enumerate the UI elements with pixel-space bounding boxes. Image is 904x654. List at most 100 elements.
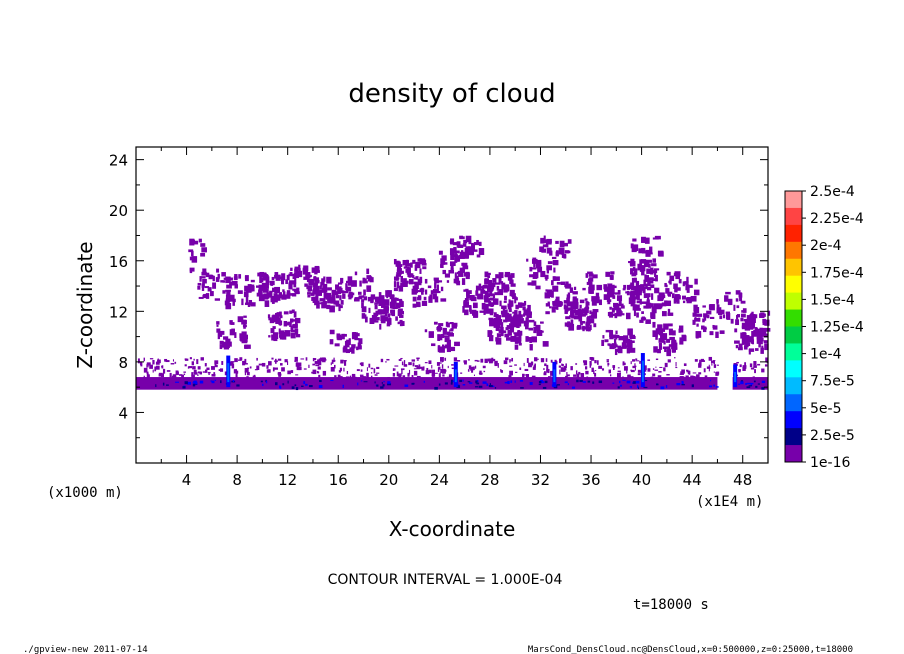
cloud-cell: [318, 360, 322, 366]
cloud-cell: [431, 365, 433, 369]
cloud-cell: [533, 326, 537, 334]
cloud-cell: [503, 288, 508, 293]
cloud-cell: [528, 363, 532, 367]
cloud-cell: [713, 360, 716, 365]
cloud-cell: [545, 276, 548, 281]
cloud-cell: [591, 367, 594, 372]
cloud-cell: [483, 295, 488, 300]
cloud-cell: [393, 258, 397, 265]
cloud-cell: [584, 298, 588, 301]
cloud-cell: [594, 372, 597, 377]
cloud-cell: [312, 289, 316, 295]
cloud-cell: [463, 289, 467, 292]
cloud-cell: [575, 370, 578, 375]
cloud-cell: [314, 296, 319, 302]
cloud-cell: [387, 313, 391, 318]
cloud-cell: [250, 279, 255, 283]
cloud-cell: [749, 363, 753, 368]
cloud-cell-dense: [681, 383, 685, 386]
cloud-cell: [613, 367, 615, 370]
cloud-cell: [550, 370, 553, 376]
cloud-cell: [645, 275, 650, 282]
cloud-cell: [377, 309, 382, 315]
cloud-cell: [309, 285, 313, 292]
cloud-cell: [753, 329, 759, 337]
cloud-cell: [573, 315, 580, 320]
cloud-cell: [558, 365, 561, 368]
y-tick-label-4: 4: [118, 404, 128, 422]
cloud-cell: [424, 289, 428, 295]
cloud-cell: [527, 304, 531, 312]
cloud-cell-dense: [494, 387, 497, 389]
cloud-cell: [329, 305, 335, 313]
cloud-cell: [189, 238, 195, 246]
cloud-cell: [477, 293, 484, 300]
cloud-cell: [576, 373, 580, 379]
cloud-cell: [379, 295, 385, 302]
cloud-cell: [719, 330, 725, 334]
cloud-cell: [641, 250, 647, 254]
cloud-cell: [400, 270, 404, 274]
cloud-cell: [565, 307, 572, 311]
cloud-cell: [466, 290, 472, 294]
cloud-cell: [513, 332, 519, 335]
cloud-cell: [313, 276, 317, 281]
cloud-cell: [405, 268, 411, 273]
cloud-cell: [562, 242, 568, 247]
cloud-cell: [674, 357, 676, 359]
cloud-cell: [489, 318, 495, 324]
cloud-cell: [733, 304, 736, 311]
cloud-cell: [584, 366, 588, 370]
cloud-cell: [730, 318, 734, 324]
cloud-cell: [389, 301, 394, 306]
cloud-cell: [488, 336, 494, 342]
cloud-cell: [601, 339, 605, 347]
cloud-cell: [725, 291, 731, 295]
cloud-cell: [481, 373, 483, 375]
cloud-cell: [357, 342, 362, 350]
cloud-cell-dense: [291, 386, 295, 389]
cloud-cell: [657, 250, 664, 257]
cloud-cell: [563, 304, 567, 310]
cloud-cell: [338, 305, 343, 309]
cloud-cell: [540, 237, 545, 244]
cloud-cell: [578, 371, 581, 375]
cloud-cell: [433, 277, 439, 281]
cloud-cell: [489, 323, 495, 327]
cloud-cell: [411, 374, 414, 378]
cloud-cell: [551, 308, 556, 313]
cloud-cell: [635, 307, 641, 311]
cloud-cell: [279, 315, 283, 319]
cloud-cell: [567, 239, 572, 244]
cloud-cell: [627, 328, 633, 332]
cloud-cell: [464, 360, 467, 365]
x-tick-label-32: 32: [531, 471, 550, 489]
cloud-cell: [518, 310, 522, 317]
cloud-cell: [347, 276, 353, 283]
cloud-cell: [492, 294, 496, 299]
cloud-cell: [179, 374, 183, 376]
cloud-cell: [696, 374, 700, 378]
cloud-cell: [652, 373, 656, 377]
cloud-cell-dense: [643, 386, 648, 389]
cloud-cell: [421, 263, 427, 266]
cloud-cell: [233, 298, 236, 303]
cloud-cell: [530, 267, 537, 270]
cloud-cell: [694, 317, 697, 321]
cloud-cell: [488, 283, 493, 289]
cloud-cell: [529, 282, 536, 286]
x-tick-label-28: 28: [480, 471, 499, 489]
cloud-cell: [499, 289, 502, 295]
cloud-cell-dense: [232, 379, 235, 383]
cloud-cell: [399, 300, 403, 306]
cloud-cell: [268, 292, 271, 298]
cloud-cell: [480, 288, 483, 295]
cloud-cell: [353, 376, 357, 380]
cloud-cell: [764, 334, 768, 338]
cloud-cell: [471, 368, 474, 373]
cloud-cell: [433, 321, 438, 325]
cloud-cell: [655, 366, 657, 368]
cloud-cell-dense: [715, 386, 719, 388]
cloud-cell: [561, 363, 564, 367]
